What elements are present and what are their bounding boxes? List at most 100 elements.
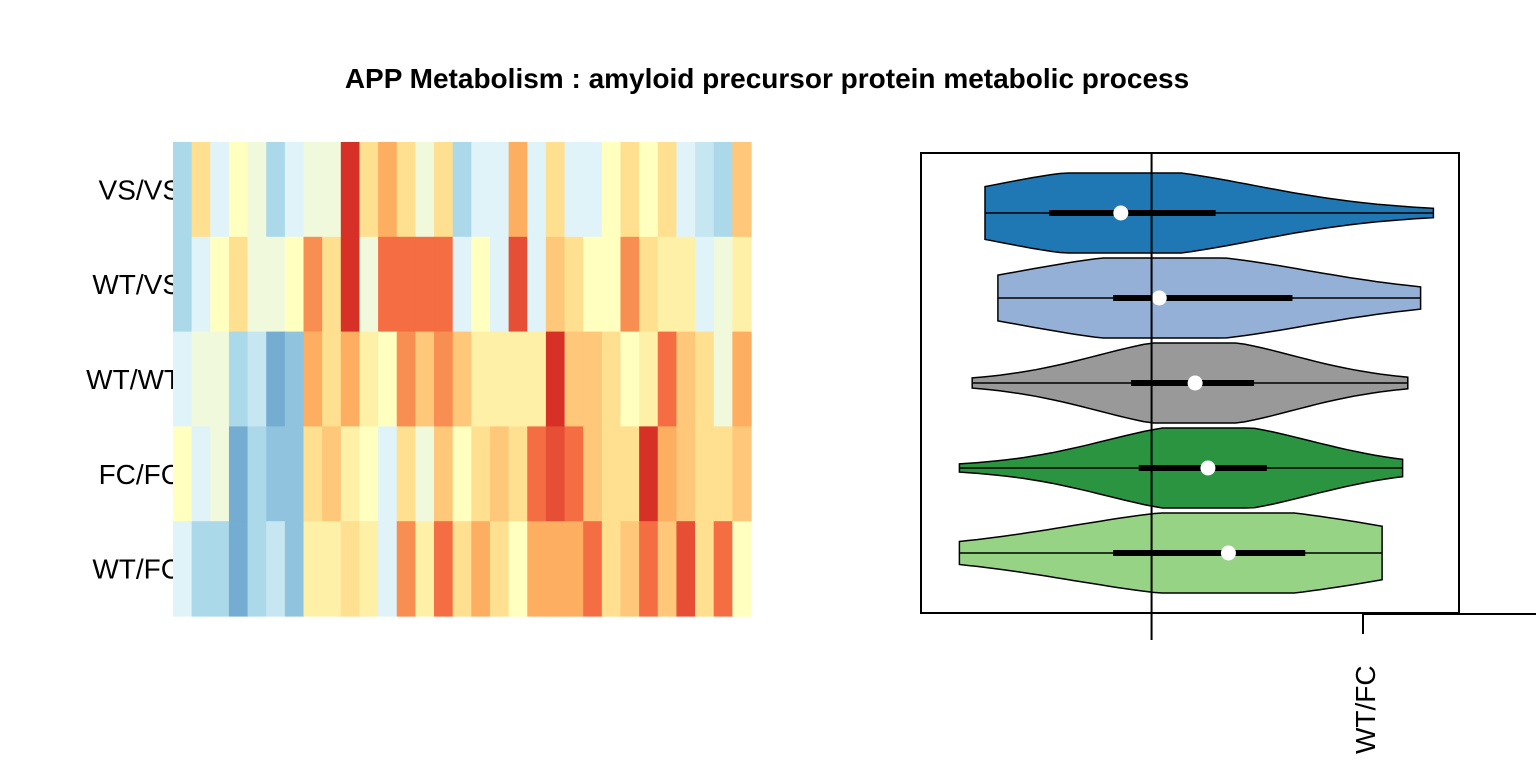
heatmap-cell (266, 142, 286, 238)
heatmap-cell (713, 521, 733, 617)
heatmap-cell (266, 236, 286, 333)
heatmap-cell (732, 142, 752, 238)
violin-median-point (1200, 460, 1216, 476)
heatmap-cell (434, 331, 454, 427)
heatmap-cell (210, 426, 230, 522)
heatmap-cell (173, 331, 193, 427)
chart-title: APP Metabolism : amyloid precursor prote… (345, 63, 1189, 94)
heatmap-cell (583, 142, 603, 238)
heatmap-cell (545, 236, 566, 333)
violin-median-point (1220, 545, 1236, 561)
heatmap-cell (527, 236, 547, 333)
heatmap-cell (657, 331, 678, 427)
heatmap-cell (639, 521, 659, 617)
heatmap-cell (583, 521, 603, 617)
heatmap-cell (639, 236, 659, 333)
heatmap-cell (452, 521, 472, 617)
heatmap-cell (303, 331, 323, 427)
violin-panel: WT/FC (920, 152, 1536, 754)
heatmap-cell (620, 521, 640, 617)
heatmap-cell (210, 331, 230, 427)
heatmap-cell (415, 142, 435, 238)
heatmap-cell (527, 521, 547, 617)
heatmap-cell (396, 331, 416, 427)
heatmap-cell (284, 426, 305, 522)
heatmap-cell (434, 142, 454, 238)
heatmap-cell (452, 426, 472, 522)
heatmap-cell (303, 521, 323, 617)
heatmap-cell (601, 521, 622, 617)
heatmap-cell (657, 236, 678, 333)
heatmap-cell (564, 521, 584, 617)
heatmap-cell (415, 331, 435, 427)
violin-median-point (1151, 290, 1167, 306)
heatmap-cells (173, 142, 752, 617)
heatmap-cell (620, 331, 640, 427)
heatmap-cell (601, 236, 622, 333)
heatmap-row-labels: VS/VS WT/VS WT/WT FC/FC WT/FC (86, 174, 181, 584)
heatmap-cell (471, 521, 491, 617)
heatmap-cell (284, 236, 305, 333)
heatmap-cell (471, 331, 491, 427)
heatmap-cell (266, 426, 286, 522)
heatmap-cell (359, 426, 379, 522)
heatmap-cell (340, 331, 361, 427)
heatmap-cell (452, 331, 472, 427)
heatmap-cell (489, 236, 510, 333)
heatmap-cell (247, 142, 267, 238)
heatmap-cell (284, 331, 305, 427)
heatmap-cell (210, 142, 230, 238)
heatmap-cell (620, 426, 640, 522)
heatmap-cell (434, 236, 454, 333)
heatmap-cell (489, 142, 510, 238)
heatmap-cell (396, 142, 416, 238)
heatmap-cell (359, 142, 379, 238)
heatmap-cell (284, 521, 305, 617)
heatmap-cell (191, 521, 211, 617)
heatmap-cell (378, 521, 398, 617)
heatmap-cell (695, 521, 715, 617)
heatmap-cell (378, 331, 398, 427)
heatmap-cell (695, 142, 715, 238)
violin-plot-frame (920, 152, 1460, 614)
x-axis: WT/FC (1350, 613, 1536, 754)
heatmap-cell (583, 236, 603, 333)
heatmap-cell (415, 521, 435, 617)
heatmap-cell (452, 142, 472, 238)
heatmap-cell (210, 521, 230, 617)
heatmap-cell (657, 426, 678, 522)
heatmap-cell (471, 426, 491, 522)
heatmap-row-label: VS/VS (99, 174, 181, 205)
heatmap-cell (210, 236, 230, 333)
heatmap-cell (247, 426, 267, 522)
heatmap-cell (322, 521, 342, 617)
heatmap-cell (583, 331, 603, 427)
heatmap-cell (378, 142, 398, 238)
heatmap-cell (359, 331, 379, 427)
heatmap-cell (340, 142, 361, 238)
heatmap-cell (359, 236, 379, 333)
heatmap-cell (676, 331, 696, 427)
heatmap-cell (303, 236, 323, 333)
heatmap-cell (695, 426, 715, 522)
heatmap-cell (434, 521, 454, 617)
heatmap-cell (545, 331, 566, 427)
heatmap-cell (340, 426, 361, 522)
heatmap-cell (322, 426, 342, 522)
heatmap-cell (508, 426, 528, 522)
heatmap-cell (322, 142, 342, 238)
heatmap-cell (340, 236, 361, 333)
heatmap-cell (527, 426, 547, 522)
heatmap-cell (695, 331, 715, 427)
x-tick-label: WT/FC (1350, 665, 1381, 754)
heatmap-cell (247, 331, 267, 427)
heatmap-cell (564, 426, 584, 522)
heatmap-cell (545, 142, 566, 238)
heatmap-cell (527, 142, 547, 238)
heatmap-cell (191, 236, 211, 333)
heatmap-cell (396, 236, 416, 333)
heatmap-cell (564, 142, 584, 238)
heatmap-cell (303, 142, 323, 238)
heatmap-cell (489, 426, 510, 522)
